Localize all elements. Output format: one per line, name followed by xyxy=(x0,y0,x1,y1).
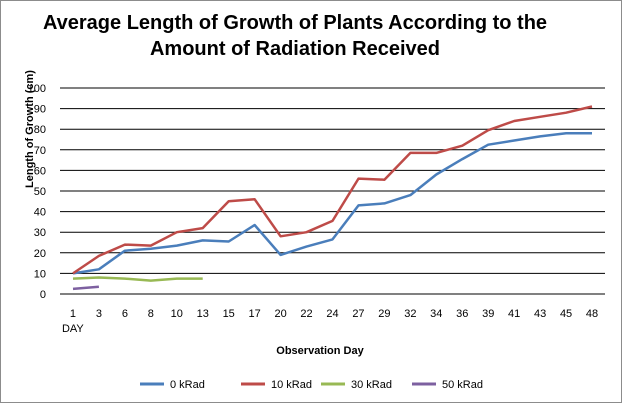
y-tick-label: 70 xyxy=(34,145,46,157)
x-tick-label: 32 xyxy=(404,308,416,320)
y-tick-label: 90 xyxy=(34,104,46,116)
x-tick-label: 48 xyxy=(586,308,598,320)
data-series xyxy=(72,105,593,291)
legend-label: 0 kRad xyxy=(170,379,205,391)
x-tick-label: 15 xyxy=(223,308,235,320)
x-axis-title: Observation Day xyxy=(276,345,364,357)
y-axis-title: Length of Growth (cm) xyxy=(24,70,36,188)
x-tick-label: 39 xyxy=(482,308,494,320)
series-line-0 xyxy=(72,132,592,275)
series-line-3 xyxy=(72,285,100,291)
x-tick-label: 41 xyxy=(508,308,520,320)
gridlines xyxy=(60,87,605,274)
x-tick-label: 22 xyxy=(300,308,312,320)
x-tick-label: 13 xyxy=(197,308,209,320)
x-tick-label: 36 xyxy=(456,308,468,320)
chart-title-line-2: Amount of Radiation Received xyxy=(149,38,441,60)
x-tick-label: 10 xyxy=(171,308,183,320)
x-tick-label: 1 xyxy=(70,308,76,320)
y-tick-label: 80 xyxy=(34,124,46,136)
legend: 0 kRad 10 kRad 30 kRad 50 kRad xyxy=(140,379,483,391)
y-tick-label: 10 xyxy=(34,268,46,280)
x-axis-tick-labels: 1 3 6 8 10 13 15 17 20 22 24 27 29 32 34 36 39 41 43 45 48 xyxy=(70,308,598,320)
x-tick-label: 3 xyxy=(96,308,102,320)
x-tick-label: 6 xyxy=(122,308,128,320)
y-tick-label: 20 xyxy=(34,248,46,260)
x-axis-first-sublabel: DAY xyxy=(62,323,84,335)
series-line-2 xyxy=(72,276,203,282)
legend-label: 50 kRad xyxy=(442,379,483,391)
x-tick-label: 29 xyxy=(378,308,390,320)
chart-title-line-1: Average Length of Growth of Plants Accor… xyxy=(42,12,548,34)
y-tick-label: 100 xyxy=(28,83,46,95)
legend-label: 30 kRad xyxy=(351,379,392,391)
x-tick-label: 43 xyxy=(534,308,546,320)
x-tick-label: 24 xyxy=(326,308,338,320)
legend-label: 10 kRad xyxy=(271,379,312,391)
y-tick-label: 40 xyxy=(34,207,46,219)
x-tick-label: 27 xyxy=(352,308,364,320)
x-tick-label: 17 xyxy=(249,308,261,320)
x-tick-label: 20 xyxy=(274,308,286,320)
y-axis-tick-labels: 0 10 20 30 40 50 60 70 80 90 100 xyxy=(28,83,46,301)
y-tick-label: 0 xyxy=(40,289,46,301)
x-tick-label: 34 xyxy=(430,308,442,320)
x-tick-label: 45 xyxy=(560,308,572,320)
x-tick-label: 8 xyxy=(148,308,154,320)
y-tick-label: 30 xyxy=(34,227,46,239)
y-tick-label: 60 xyxy=(34,165,46,177)
series-line-1 xyxy=(72,105,593,275)
chart-title: Average Length of Growth of Plants Accor… xyxy=(0,10,590,62)
y-tick-label: 50 xyxy=(34,186,46,198)
